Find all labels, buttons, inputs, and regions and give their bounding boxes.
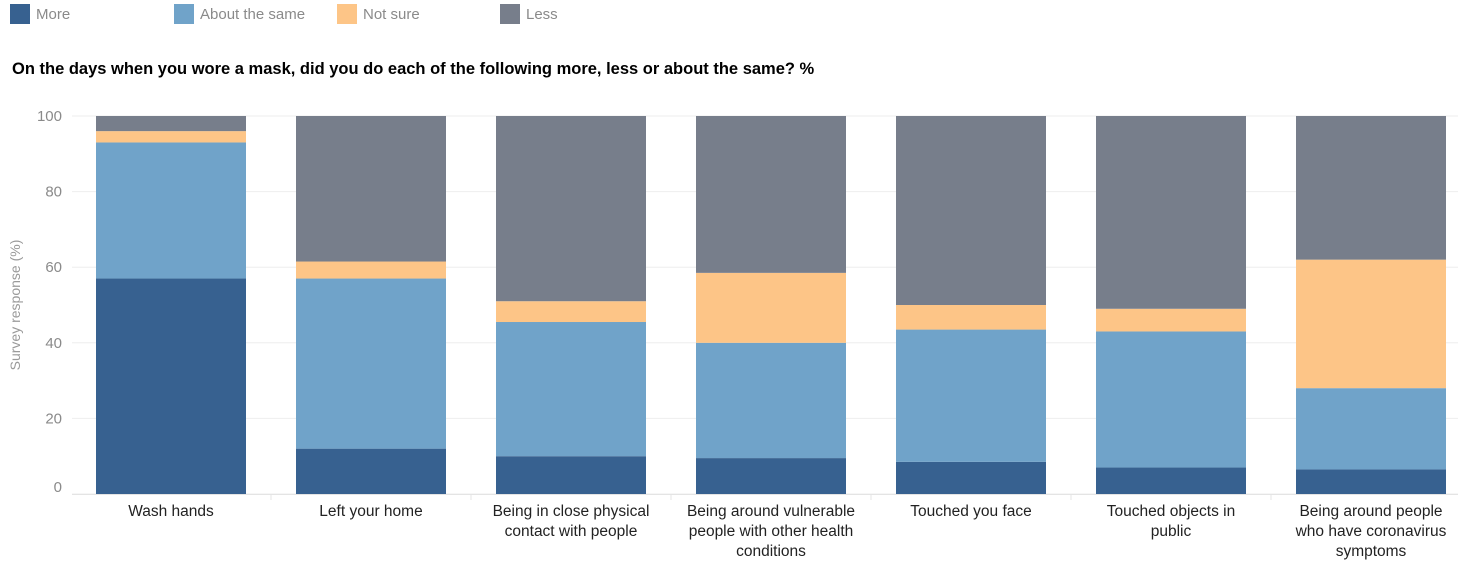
bar-6-more [1096, 467, 1246, 494]
bar-4-more [696, 458, 846, 494]
bar-1-not-sure [96, 131, 246, 143]
x-tick-label-3: Being in close physical contact with peop… [493, 503, 650, 540]
x-tick-label-line: conditions [736, 543, 806, 560]
bar-6-not-sure [1096, 308, 1246, 332]
x-tick-label-line: contact with people [505, 523, 638, 540]
bar-3-not-sure [496, 301, 646, 323]
legend-item-less: Less [500, 4, 558, 24]
x-tick-label-line: Touched you face [910, 503, 1032, 520]
legend-item-more: More [10, 4, 70, 24]
legend-swatch-not-sure [337, 4, 357, 24]
bar-2-less [296, 116, 446, 262]
bar-6-less [1096, 116, 1246, 309]
legend-label-not-sure: Not sure [363, 5, 420, 23]
x-tick-label-line: Wash hands [128, 503, 214, 520]
y-tick-label-100: 100 [37, 108, 62, 125]
legend-item-not-sure: Not sure [337, 4, 420, 24]
y-tick-label-0: 0 [54, 479, 62, 496]
bar-5-more [896, 461, 1046, 494]
x-tick-label-line: people with other health [689, 523, 854, 540]
bar-5-not-sure [896, 305, 1046, 330]
chart-title: On the days when you wore a mask, did yo… [12, 60, 815, 78]
bar-5-about-the-same [896, 329, 1046, 462]
legend-swatch-more [10, 4, 30, 24]
bar-1-less [96, 116, 246, 132]
legend-label-less: Less [526, 5, 558, 23]
x-tick-label-7: Being around people who have coronavirus s… [1295, 503, 1447, 560]
bar-7-more [1296, 469, 1446, 494]
x-tick-label-line: Being around people [1299, 503, 1442, 520]
y-tick-label-80: 80 [45, 184, 62, 201]
bar-2-not-sure [296, 261, 446, 279]
x-tick-label-line: public [1151, 523, 1192, 540]
bar-4-about-the-same [696, 342, 846, 459]
x-tick-label-6: Touched objects in public [1107, 503, 1235, 540]
y-tick-label-60: 60 [45, 259, 62, 276]
bar-6-about-the-same [1096, 331, 1246, 468]
y-tick-label-20: 20 [45, 410, 62, 427]
legend-item-about-the-same: About the same [174, 4, 305, 24]
bar-3-less [496, 116, 646, 302]
bar-3-about-the-same [496, 322, 646, 457]
bar-3-more [496, 456, 646, 494]
bar-4-not-sure [696, 272, 846, 343]
y-tick-label-40: 40 [45, 335, 62, 352]
x-tick-label-line: Touched objects in [1107, 503, 1235, 520]
y-axis-title: Survey response (%) [7, 240, 23, 371]
bar-2-more [296, 448, 446, 494]
bar-7-about-the-same [1296, 388, 1446, 470]
x-tick-label-line: symptoms [1336, 543, 1407, 560]
bar-7-less [1296, 116, 1446, 260]
bar-7-not-sure [1296, 259, 1446, 389]
bar-4-less [696, 116, 846, 273]
x-tick-label-4: Being around vulnerable people with other… [687, 503, 855, 560]
legend-label-more: More [36, 5, 71, 23]
x-tick-label-line: Left your home [319, 503, 422, 520]
x-tick-label-5: Touched you face [910, 503, 1032, 520]
bar-1-more [96, 278, 246, 494]
bar-2-about-the-same [296, 278, 446, 449]
legend-swatch-about-the-same [174, 4, 194, 24]
x-tick-label-2: Left your home [319, 503, 422, 520]
x-tick-label-line: Being around vulnerable [687, 503, 855, 520]
legend-label-about-the-same: About the same [200, 5, 306, 23]
bar-1-about-the-same [96, 142, 246, 279]
x-tick-label-line: who have coronavirus [1295, 523, 1447, 540]
x-tick-label-1: Wash hands [128, 503, 214, 520]
x-tick-label-line: Being in close physical [493, 503, 650, 520]
bar-5-less [896, 116, 1046, 305]
legend-swatch-less [500, 4, 520, 24]
